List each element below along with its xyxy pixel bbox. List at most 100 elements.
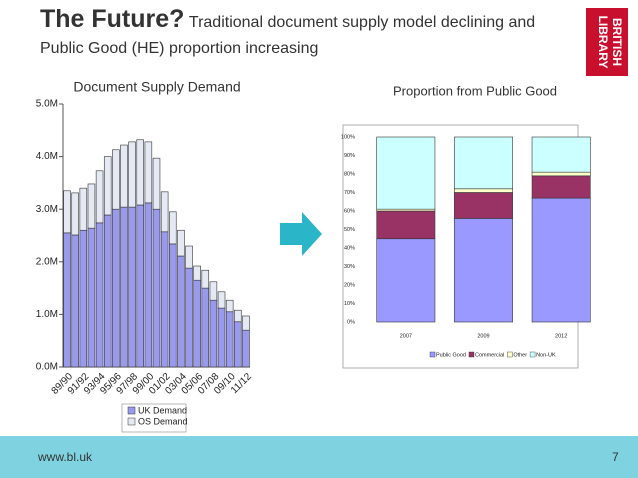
y-tick-label: 90% [344,153,355,159]
legend-swatch [127,417,136,426]
bar-segment [87,183,96,229]
y-tick-label: 70% [344,190,355,196]
legend-label: Commercial [475,352,504,358]
y-tick-label: 1.0M [36,309,58,320]
legend-label: Public Good [436,352,466,358]
y-tick-label: 2.0M [36,256,58,267]
bar-segment [217,291,226,309]
legend-swatch [429,351,436,358]
bar-segment [531,171,591,177]
bar-segment [71,234,79,368]
legend-swatch [468,351,475,358]
bar-segment [63,190,71,234]
bar-segment [144,141,153,204]
legend-label: OS Demand [138,416,188,426]
bar-segment [242,315,250,331]
bar-segment [160,231,169,368]
chart-title: Proportion from Public Good [393,83,557,98]
arrow [280,212,322,256]
slide-header: The Future? Traditional document supply … [40,6,570,62]
bar-segment [169,211,177,245]
y-tick-label: 0.0M [36,362,58,373]
bar-segment [454,188,513,193]
bar-segment [234,309,242,323]
footer-url: www.bl.uk [38,450,93,464]
bar-segment [376,238,436,323]
bar-segment [120,206,128,368]
bar-segment [79,187,88,231]
legend-label: UK Demand [138,405,187,415]
bar-segment [201,287,210,368]
bar-segment [376,136,436,210]
bar-segment [454,192,513,219]
bar-segment [209,299,218,368]
bar-segment [531,197,591,323]
bar-segment [152,208,161,368]
bar-segment [225,311,234,368]
bar-segment [112,208,120,368]
bar-segment [376,210,436,240]
chart-title: Document Supply Demand [73,79,240,95]
y-tick-label: 0% [347,319,355,325]
y-tick-label: 100% [341,134,355,140]
bar-segment [95,222,104,368]
bar-segment [87,227,96,368]
bar-segment [112,149,120,210]
page-number: 7 [612,450,619,464]
bar-segment [531,175,591,199]
legend-swatch [127,406,136,415]
bar-segment [185,267,193,368]
legend-swatch [507,351,513,358]
bar-segment [79,229,88,368]
bar-segment [169,243,177,368]
bar-segment [144,202,153,368]
bar-segment [193,265,201,281]
bar-segment [71,192,79,236]
logo [586,8,628,76]
bar-segment [136,204,144,368]
y-tick-label: 50% [344,227,355,233]
y-tick-label: 80% [344,171,355,177]
y-tick-label: 20% [344,282,355,288]
y-tick-label: 60% [344,208,355,214]
bar-segment [217,307,226,368]
slide-title: The Future? [40,5,185,33]
legend-label: Other [513,352,527,358]
bar-segment [103,156,112,216]
bar-segment [160,191,169,233]
y-tick-label: 30% [344,264,355,270]
slide-subtitle: Traditional document supply model declin… [40,14,536,57]
y-tick-label: 5.0M [36,99,58,110]
bar-segment [193,279,201,368]
logo-line: BRITISH [610,18,624,66]
bar-segment [225,299,234,313]
bar-segment [128,141,136,208]
x-tick-label: 2012 [555,333,567,339]
y-tick-label: 10% [344,301,355,307]
bar-segment [103,214,112,368]
bar-segment [128,206,136,368]
charts: BRITISH LIBRARY Document Supply Demand 0.… [36,8,628,433]
bar-segment [185,245,193,269]
bar-segment [454,218,513,323]
bar-segment [136,139,144,206]
logo-text: BRITISH LIBRARY [596,16,624,69]
bar-segment [209,281,218,301]
bar-segment [63,232,71,368]
legend-swatch [529,351,536,358]
bar-segment [177,255,185,368]
logo-line: LIBRARY [596,16,610,69]
y-tick-label: 4.0M [36,151,58,162]
bar-segment [234,321,242,368]
bar-segment [454,136,513,190]
bar-segment [531,136,591,173]
bar-segment [201,269,210,289]
bar-segment [95,170,104,224]
x-tick-label: 2007 [400,333,412,339]
legend-label: Non-UK [536,352,556,358]
y-tick-label: 3.0M [36,204,58,215]
bar-segment [152,157,161,210]
x-tick-label: 2009 [477,333,489,339]
bar-segment [177,229,185,257]
